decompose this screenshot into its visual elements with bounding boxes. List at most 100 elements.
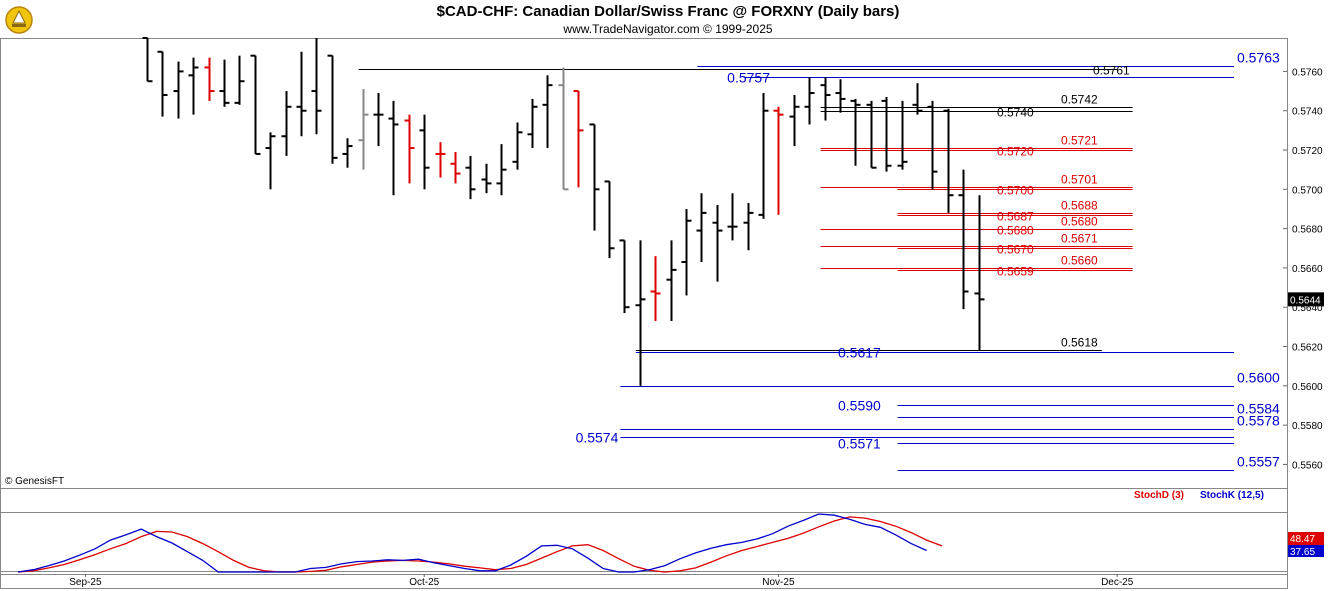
chart-subtitle: www.TradeNavigator.com © 1999-2025 [563,22,773,36]
stoch-k-last-badge [1288,545,1324,557]
level-label: 0.5763 [1237,50,1280,66]
trade-navigator-logo-icon [3,3,35,35]
ohlc-bar [234,55,245,105]
ohlc-bar [219,59,230,107]
stoch-k-last-label: 37.65 [1290,547,1315,558]
ohlc-bar [866,100,877,169]
level-label: 0.5680 [1061,215,1098,229]
x-tick-label: Dec-25 [1101,577,1134,588]
ohlc-bar [404,114,415,184]
x-tick-label: Sep-25 [69,577,102,588]
y-tick-label: 0.5620 [1292,343,1323,354]
ohlc-bar [789,94,800,147]
ohlc-bar [496,144,507,196]
stoch-line-k [17,513,927,573]
level-label: 0.5660 [1061,254,1098,268]
date-axis-border [0,574,1288,589]
ohlc-bar [358,89,369,170]
ohlc-bar [696,193,707,263]
level-label: 0.5670 [997,243,1034,257]
level-label: 0.5584 [1237,401,1280,417]
ohlc-bar [281,91,292,156]
ohlc-bar [619,239,630,314]
ohlc-bar [773,106,784,215]
level-label: 0.5700 [997,184,1034,198]
ohlc-bar [589,123,600,231]
panel-frames [0,38,1288,589]
stoch-d-last-badge [1288,532,1324,545]
stoch-k-legend: StochK (12,5) [1200,490,1264,501]
ohlc-bar [650,256,661,321]
y-tick-label: 0.5700 [1292,185,1323,196]
level-label: 0.5680 [997,224,1034,238]
ohlc-bar [635,240,646,386]
level-label: 0.5659 [997,265,1034,279]
ohlc-bar [373,93,384,147]
ohlc-bar [897,100,908,170]
level-label: 0.5757 [727,70,770,86]
level-label: 0.5740 [997,106,1034,120]
level-label: 0.5557 [1237,454,1280,470]
stoch-d-last-label: 48.47 [1290,534,1315,545]
ohlc-bar [604,180,615,259]
ohlc-bar [943,108,954,213]
ohlc-bar [542,75,553,149]
y-tick-label: 0.5680 [1292,225,1323,236]
ohlc-bar [835,79,846,113]
ohlc-bar [743,203,754,251]
ohlc-bar [820,77,831,121]
ohlc-bar [388,100,399,196]
level-label: 0.5688 [1061,199,1098,213]
ohlc-bar [758,93,769,219]
level-label: 0.5618 [1061,336,1098,350]
copyright-label: © GenesisFT [5,476,64,487]
level-label: 0.5578 [1237,413,1280,429]
ohlc-bar [188,57,199,115]
level-label: 0.5687 [997,210,1034,224]
stoch-d-legend: StochD (3) [1134,490,1184,501]
ohlc-bar [512,122,523,170]
ohlc-bar [558,67,569,191]
level-label: 0.5590 [838,398,881,414]
ohlc-bar [912,83,923,115]
ohlc-bar [450,151,461,184]
last-price-badge [1288,292,1324,307]
ohlc-bar [712,205,723,282]
y-tick-label: 0.5660 [1292,264,1323,275]
ohlc-bar [681,208,692,296]
ohlc-bar [465,155,476,200]
level-label: 0.5701 [1061,173,1098,187]
level-label: 0.5742 [1061,93,1098,107]
price-bars [142,37,985,386]
ohlc-bar [927,100,938,190]
price-axis: 0.5760 0.5740 0.5720 0.5700 0.5680 0.5660 0.56… [1283,67,1324,471]
ohlc-bar [419,114,430,190]
ohlc-bar [157,50,168,117]
ohlc-bar [727,193,738,241]
ohlc-bar [342,138,353,168]
ohlc-bar [435,142,446,178]
x-tick-label: Nov-25 [762,577,795,588]
ohlc-bar [296,51,307,137]
y-tick-label: 0.5740 [1292,107,1323,118]
ohlc-bar [173,61,184,119]
last-price-label: 0.5644 [1290,295,1321,306]
y-tick-label: 0.5720 [1292,146,1323,157]
ohlc-bar [327,54,338,164]
y-tick-label: 0.5580 [1292,421,1323,432]
ohlc-bar [481,163,492,194]
ohlc-bar [204,57,215,101]
level-label: 0.5671 [1061,232,1098,246]
level-label: 0.5721 [1061,134,1098,148]
date-axis: Sep-25 Oct-25 Nov-25 Dec-25 [69,574,1134,588]
level-label: 0.5574 [576,430,619,446]
y-tick-label: 0.5560 [1292,460,1323,471]
level-label: 0.5761 [1093,64,1130,78]
stoch-line-d [17,516,943,573]
ohlc-bar [142,37,153,83]
ohlc-bar [527,98,538,149]
level-label: 0.5617 [838,345,881,361]
y-tick-label: 0.5760 [1292,67,1323,78]
ohlc-bar [958,169,969,310]
